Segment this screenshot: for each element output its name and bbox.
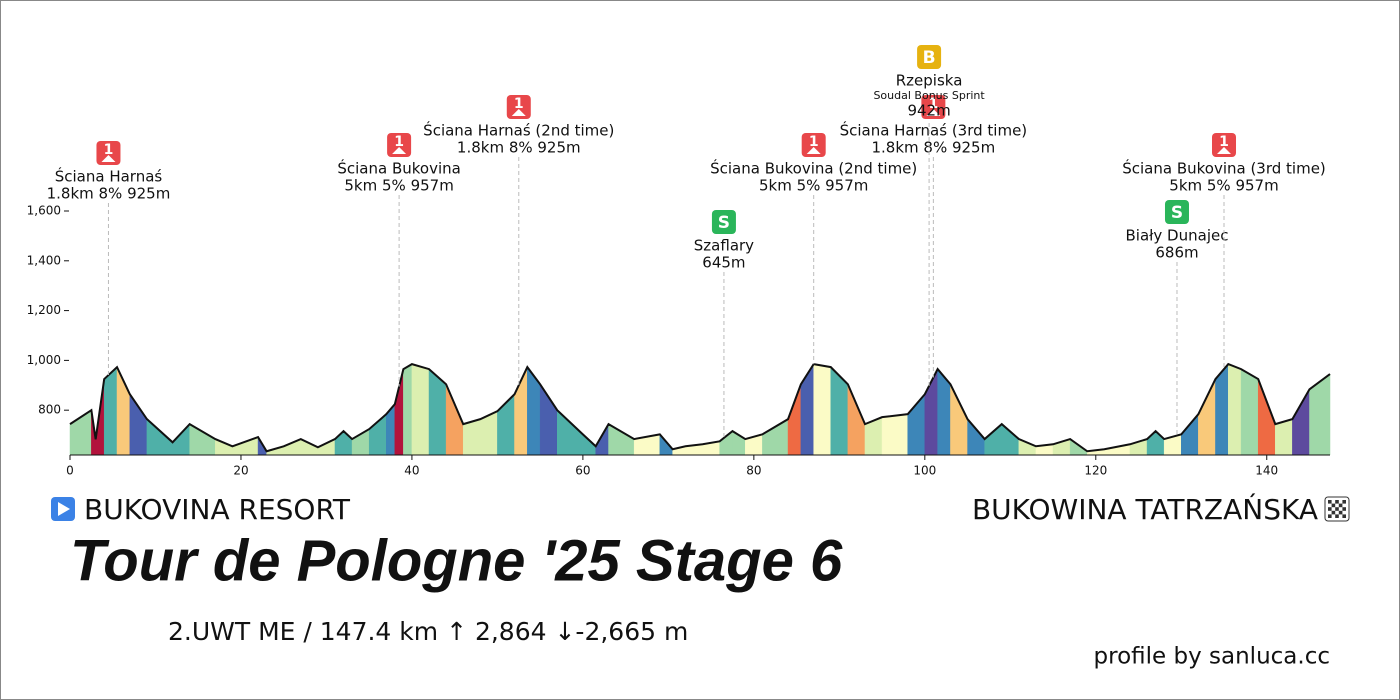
badge	[387, 133, 412, 157]
annotation-text: 5km 5% 957m	[759, 177, 868, 195]
flag-cell	[1335, 500, 1339, 504]
subtitle: 2.UWT ME / 147.4 km ↑ 2,864 ↓-2,665 m	[168, 617, 688, 646]
badge	[921, 95, 946, 119]
x-tick-label: 100	[913, 464, 936, 478]
x-tick-label: 20	[233, 464, 248, 478]
profile-segment	[1275, 418, 1293, 456]
badge	[1164, 200, 1189, 224]
annotation-text: 942m	[907, 102, 950, 120]
y-tick-label: 1,000	[27, 353, 61, 367]
profile-segment	[403, 363, 413, 456]
annotation-text: 1.8km 8% 925m	[47, 185, 171, 203]
badge-mountain	[926, 109, 941, 116]
badge-label: S	[718, 213, 730, 233]
profile-segment	[813, 363, 832, 456]
profile-segment	[411, 363, 430, 456]
annotation-text: Ściana Bukovina	[337, 159, 460, 178]
annotation-text: 686m	[1155, 244, 1198, 262]
profile-segment	[881, 413, 908, 456]
x-tick-label: 120	[1084, 464, 1107, 478]
y-tick-label: 1,400	[27, 253, 61, 267]
annotation-text: 5km 5% 957m	[344, 177, 453, 195]
badge	[801, 133, 826, 157]
start-icon	[51, 497, 75, 521]
profile-segment	[1228, 363, 1242, 456]
flag-cell	[1338, 503, 1343, 508]
annotation-text: Ściana Bukovina (3rd time)	[1122, 159, 1326, 178]
badge-label: B	[923, 48, 936, 68]
badge-label: 1	[514, 96, 524, 112]
flag-cell	[1342, 514, 1346, 518]
x-tick-label: 140	[1255, 464, 1278, 478]
profile-segment	[462, 418, 481, 456]
flag-cell	[1342, 500, 1346, 504]
profile-segment	[103, 366, 118, 456]
annotation-text: Rzepiska	[896, 72, 963, 90]
annotation-text: Szaflary	[694, 237, 754, 255]
flag-cell	[1335, 507, 1339, 511]
badge-label: S	[1171, 203, 1183, 223]
flag-cell	[1338, 510, 1343, 515]
annotation-text: Ściana Harnaś (2nd time)	[423, 121, 614, 140]
flag-cell	[1331, 510, 1336, 515]
start-label: BUKOVINA RESORT	[84, 493, 351, 526]
annotation-text: 645m	[702, 254, 745, 272]
badge	[1212, 133, 1237, 157]
badge-label: 1	[104, 142, 114, 158]
annotation-text: Soudal Bonus Sprint	[873, 89, 985, 102]
badge-mountain	[101, 155, 116, 162]
y-tick-label: 1,600	[27, 204, 61, 218]
flag-cell	[1328, 514, 1332, 518]
annotation-text: Ściana Harnaś	[55, 167, 163, 186]
badge-label: 1	[809, 134, 819, 150]
y-tick-label: 800	[38, 403, 61, 417]
finish-icon	[1324, 496, 1350, 522]
flag-cell	[1328, 500, 1332, 504]
x-tick-label: 40	[404, 464, 419, 478]
flag-cell	[1342, 507, 1346, 511]
chart-title: Tour de Pologne '25 Stage 6	[70, 528, 843, 593]
y-tick-label: 1,200	[27, 303, 61, 317]
annotation-text: 1.8km 8% 925m	[871, 139, 995, 157]
x-tick-label: 0	[66, 464, 74, 478]
badge-mountain	[1217, 147, 1232, 154]
badge-mountain	[392, 147, 407, 154]
profile-segment	[1240, 368, 1259, 456]
annotation-text: 1.8km 8% 925m	[457, 139, 581, 157]
profile-outline	[69, 362, 1331, 453]
finish-label: BUKOWINA TATRZAŃSKA	[972, 492, 1318, 526]
annotation-text: 5km 5% 957m	[1169, 177, 1278, 195]
flag-cell	[1335, 514, 1339, 518]
badge	[506, 95, 531, 119]
badge-mountain	[806, 147, 821, 154]
badge	[711, 210, 736, 234]
badge-label: 1	[394, 134, 404, 150]
badge	[917, 45, 942, 69]
badge-mountain	[511, 109, 526, 116]
x-tick-label: 80	[746, 464, 761, 478]
flag-cell	[1328, 507, 1332, 511]
flag-cell	[1331, 503, 1336, 508]
annotation-text: Ściana Bukovina (2nd time)	[710, 159, 917, 178]
x-tick-label: 60	[575, 464, 590, 478]
credit: profile by sanluca.cc	[1094, 644, 1330, 670]
badge-label: 1	[1219, 134, 1229, 150]
badge-label: 1	[928, 96, 938, 112]
annotation-text: Biały Dunajec	[1126, 227, 1229, 245]
annotation-text: Ściana Harnaś (3rd time)	[840, 121, 1028, 140]
badge	[96, 141, 121, 165]
